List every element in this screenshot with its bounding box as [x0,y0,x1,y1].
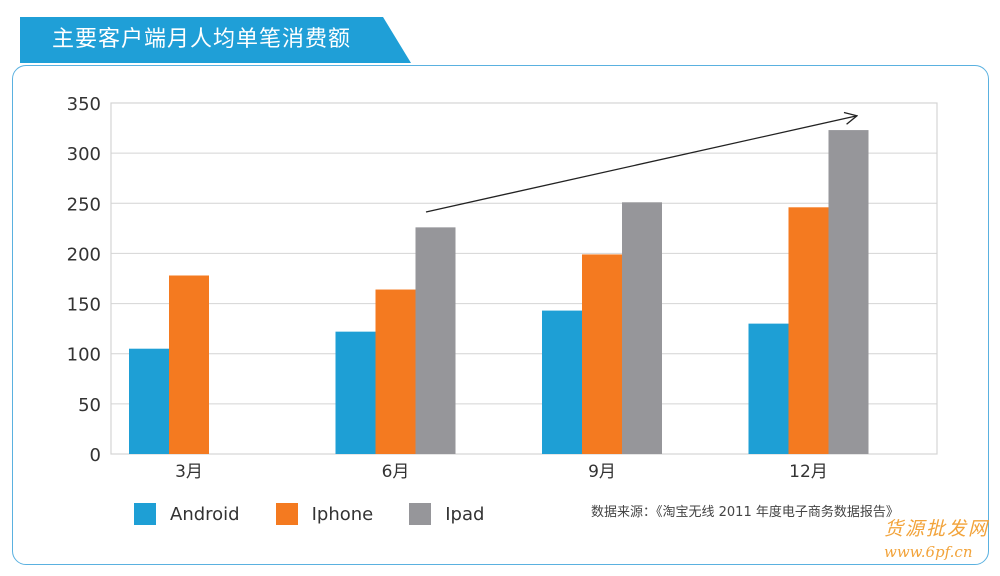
bar-iphone [375,289,416,454]
y-tick-label: 300 [67,144,101,165]
bar-iphone [788,207,829,454]
legend-item-iphone: Iphone [275,503,374,525]
bar-ipad [828,130,869,454]
legend-label-ipad: Ipad [445,503,485,525]
y-tick-label: 50 [78,395,101,416]
legend: Android Iphone Ipad [134,503,520,525]
bar-android [335,331,376,454]
plot-area [110,102,938,455]
y-tick-label: 150 [67,295,101,316]
chart-title-banner: 主要客户端月人均单笔消费额 [20,17,411,63]
legend-label-iphone: Iphone [311,503,374,525]
x-tick-label: 3月 [175,462,203,482]
trend-arrow [425,116,856,213]
x-tick-label: 12月 [789,462,828,482]
y-tick-label: 100 [67,345,101,366]
bar-android [748,323,789,454]
bar-iphone [582,254,622,454]
y-tick-label: 250 [67,194,101,215]
legend-item-ipad: Ipad [409,503,484,525]
legend-item-android: Android [134,503,240,525]
bar-ipad [622,202,662,454]
data-source-note: 数据来源：《淘宝无线 2011 年度电子商务数据报告》 [591,505,899,520]
legend-swatch-ipad [409,503,432,525]
y-tick-label: 0 [90,445,101,466]
watermark-url: www.6pf.cn [884,543,973,561]
legend-swatch-iphone [275,503,298,525]
legend-label-android: Android [170,503,240,525]
bar-ipad [415,227,456,454]
bar-android [542,310,582,454]
x-tick-label: 9月 [588,462,616,482]
x-tick-label: 6月 [382,462,410,482]
bar-android [129,348,169,454]
bar-iphone [169,275,209,454]
y-tick-label: 350 [67,94,101,115]
y-tick-label: 200 [67,244,101,265]
watermark-brand: 货源批发网 [884,518,990,540]
legend-swatch-android [134,503,156,525]
watermark: 货源批发网 www.6pf.cn [884,518,989,564]
